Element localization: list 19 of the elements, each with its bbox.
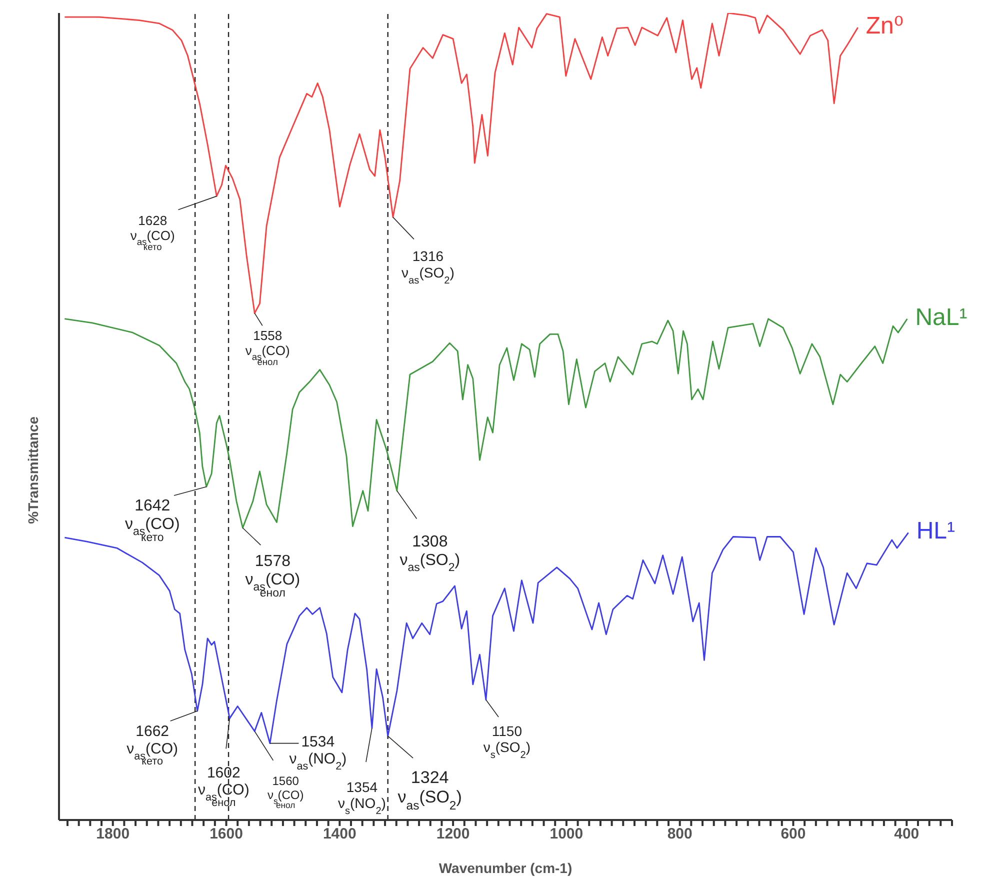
annotation: 1354 ν$_{s}$(NO$_{2}$): [338, 779, 386, 817]
x-tick-label: 1400: [322, 826, 356, 843]
x-tick-label: 1600: [210, 826, 243, 843]
annotation: 1150 ν$_{s}$(SO$_{2}$): [483, 722, 531, 760]
annotation: 1534 ν$_{as}$(NO$_{2}$): [289, 733, 347, 773]
x-axis-title: Wavenumber (cm-1): [438, 860, 572, 876]
series-label: NaL¹: [915, 304, 968, 331]
x-tick-label: 1800: [96, 826, 130, 843]
annotation: 1308 ν$_{as}$(SO$_{2}$): [400, 534, 460, 574]
x-tick-label: 1000: [550, 826, 584, 843]
x-tick-label: 1200: [436, 826, 470, 843]
x-tick-label: 600: [780, 826, 806, 843]
series-label: Zn⁰: [866, 12, 904, 40]
annotation: 1324 ν$_{as}$(SO$_{2}$): [398, 768, 462, 813]
series-label: HL¹: [916, 518, 956, 545]
x-tick-label: 800: [667, 826, 692, 843]
x-tick-label: 400: [894, 826, 920, 843]
y-axis-title: %Transmittance: [24, 416, 41, 524]
annotation: 1316 ν$_{as}$(SO$_{2}$): [402, 248, 454, 286]
